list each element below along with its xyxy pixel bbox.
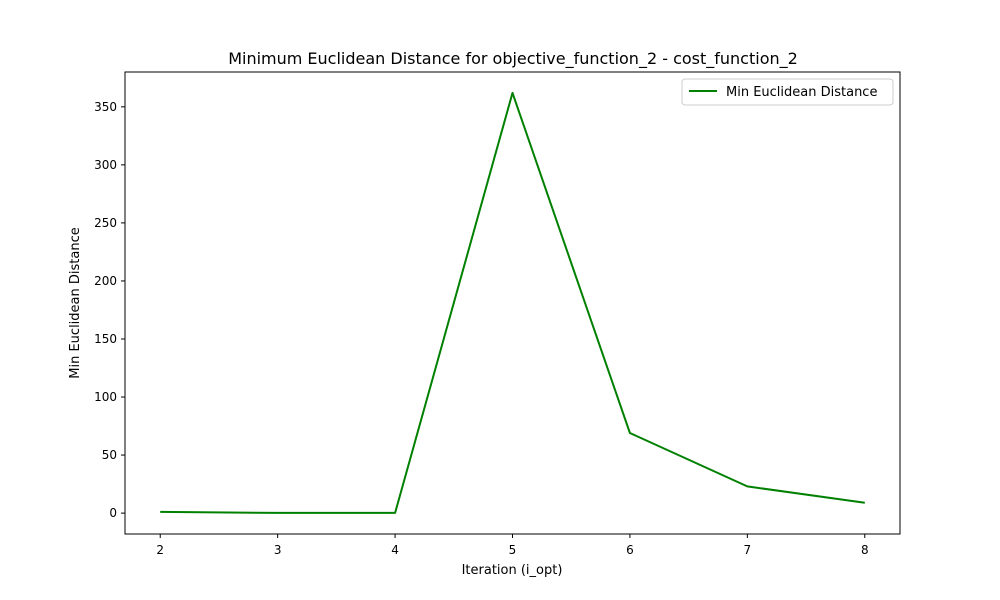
y-tick-label: 100 — [94, 390, 117, 404]
y-tick-label: 50 — [102, 448, 117, 462]
x-axis-label: Iteration (i_opt) — [462, 563, 563, 578]
x-tick-label: 4 — [391, 543, 399, 557]
legend: Min Euclidean Distance — [681, 78, 894, 106]
x-tick-label: 2 — [156, 543, 164, 557]
y-tick-label: 250 — [94, 216, 117, 230]
x-tick-label: 7 — [744, 543, 752, 557]
legend-box — [681, 78, 894, 106]
data-point — [629, 432, 631, 434]
x-tick-label: 5 — [509, 543, 517, 557]
x-tick-label: 3 — [274, 543, 282, 557]
y-tick-label: 150 — [94, 332, 117, 346]
y-axis-ticks: 0 50 100 150 200 250 300 350 — [94, 100, 125, 520]
data-point — [512, 92, 514, 94]
y-tick-label: 200 — [94, 274, 117, 288]
x-tick-label: 8 — [861, 543, 869, 557]
data-point — [277, 512, 279, 514]
x-axis-ticks: 2 3 4 5 6 7 8 — [156, 534, 869, 557]
x-tick-label: 6 — [626, 543, 634, 557]
series-line-min-euclidean-distance — [160, 91, 865, 514]
data-point — [864, 502, 866, 504]
y-tick-label: 0 — [109, 506, 117, 520]
y-tick-label: 350 — [94, 100, 117, 114]
data-point — [394, 512, 396, 514]
plot-series — [159, 91, 866, 514]
chart-title: Minimum Euclidean Distance for objective… — [228, 49, 798, 69]
plot-frame — [124, 71, 901, 535]
y-axis-label: Min Euclidean Distance — [68, 227, 83, 378]
data-point — [159, 511, 161, 513]
legend-entry-label: Min Euclidean Distance — [726, 85, 877, 100]
y-tick-label: 300 — [94, 158, 117, 172]
data-point — [746, 485, 748, 487]
